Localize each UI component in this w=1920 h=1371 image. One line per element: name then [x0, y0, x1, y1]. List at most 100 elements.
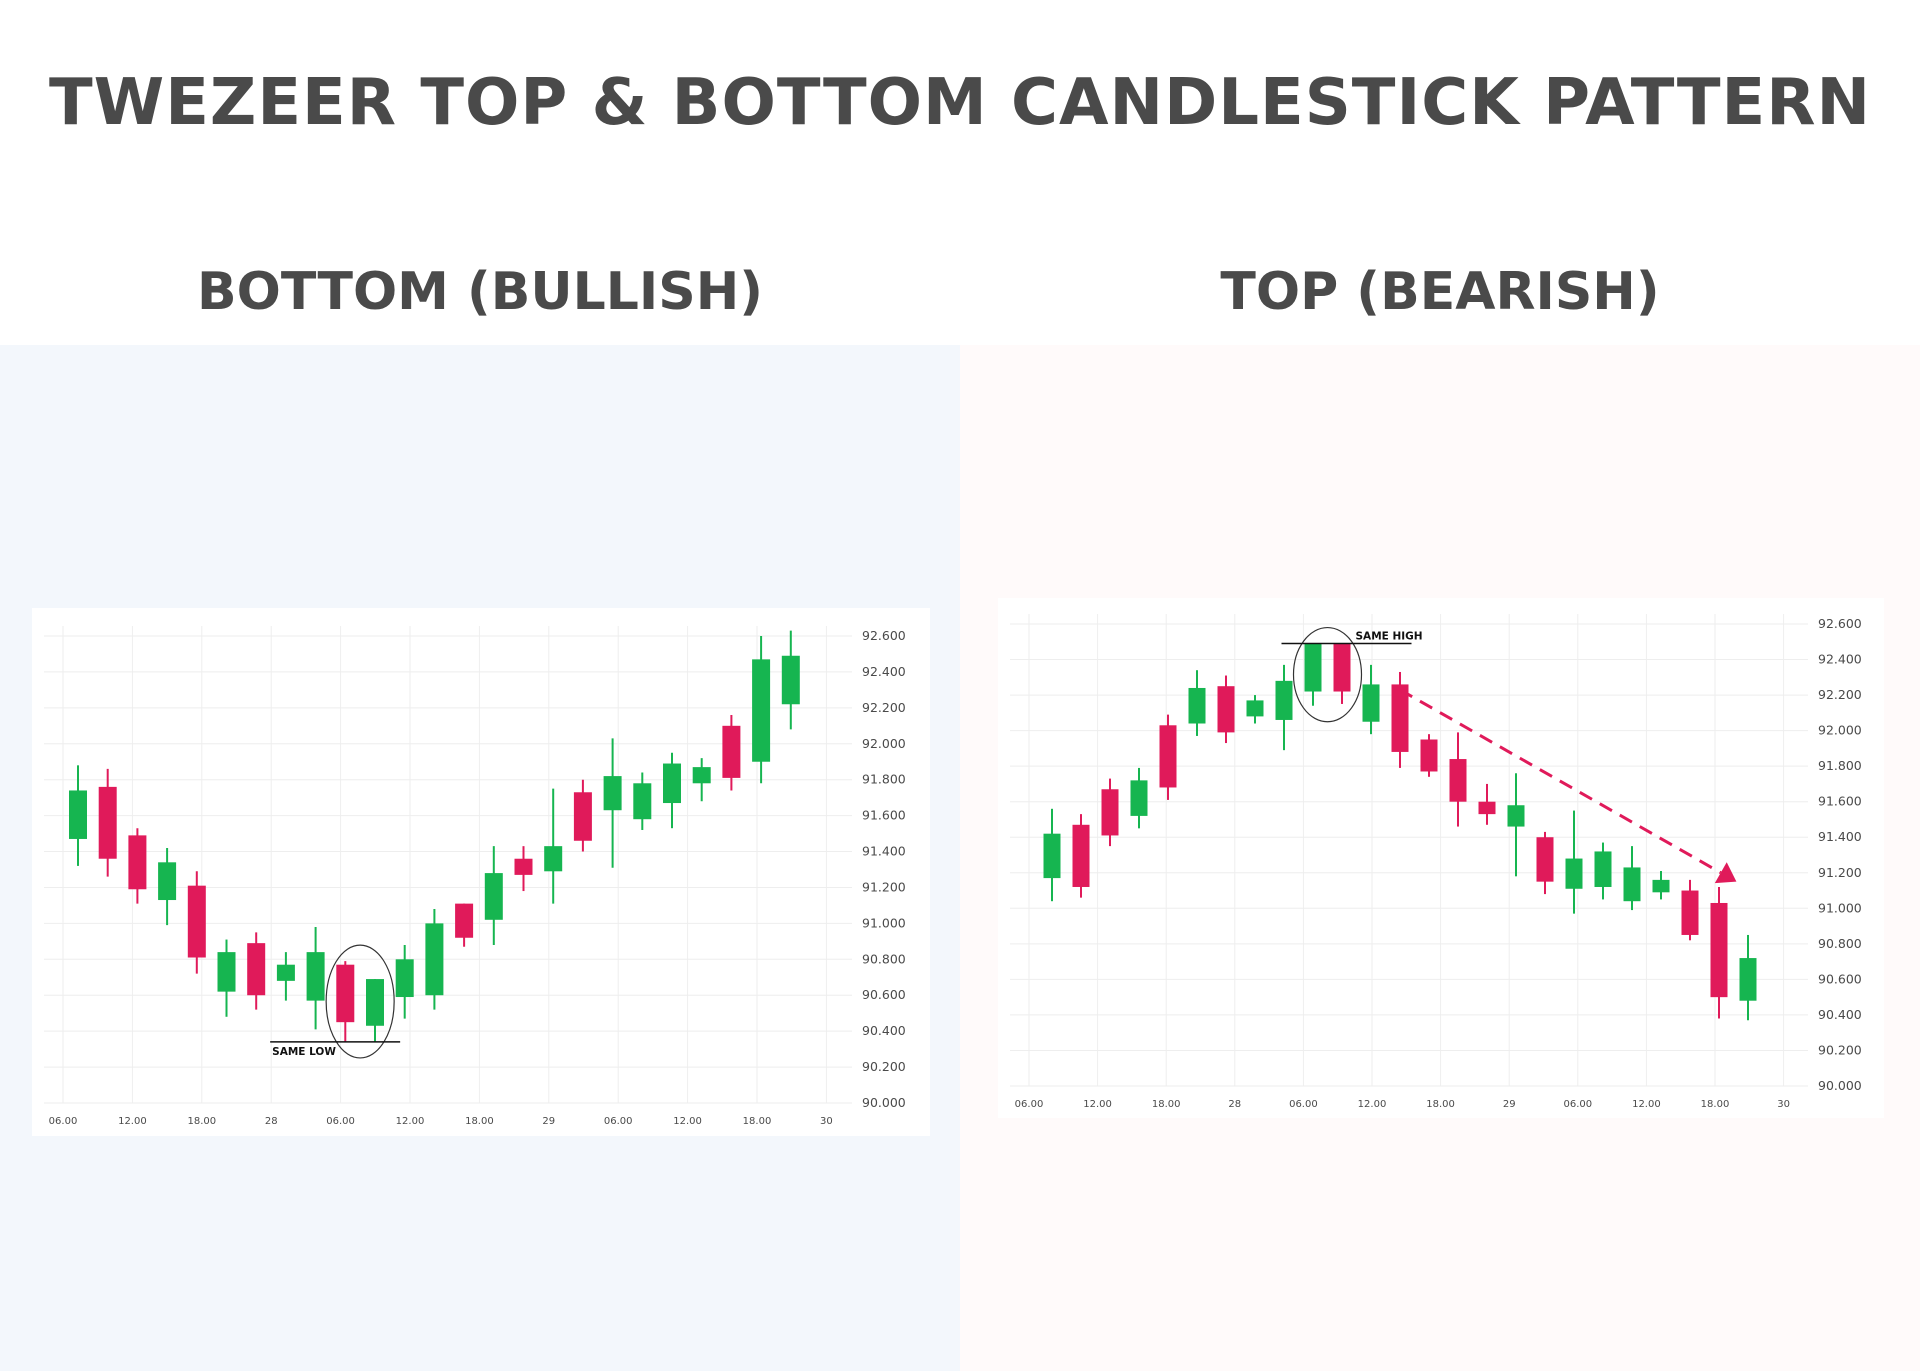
bullish-candle: [69, 790, 87, 839]
y-tick-label: 90.600: [1818, 971, 1862, 986]
y-tick-label: 91.800: [862, 772, 906, 787]
y-tick-label: 91.600: [1818, 794, 1862, 809]
bearish-candle: [247, 943, 266, 996]
bullish-candle: [781, 655, 800, 705]
y-tick-label: 92.000: [862, 736, 906, 751]
y-tick-label: 92.400: [862, 664, 906, 679]
bullish-candle: [603, 776, 622, 811]
x-tick-label: 06.00: [326, 1116, 355, 1127]
bullish-candle: [306, 952, 325, 1001]
y-tick-label: 90.000: [1818, 1078, 1862, 1093]
pattern-highlight-ellipse: [1292, 626, 1363, 723]
y-tick-label: 90.800: [862, 951, 906, 966]
x-tick-label: 28: [265, 1116, 278, 1127]
bullish-candle: [276, 964, 295, 981]
bearish-candle: [722, 725, 741, 778]
main-title: TWEZEER TOP & BOTTOM CANDLESTICK PATTERN: [48, 66, 1872, 140]
bullish-candle: [1188, 687, 1206, 724]
bullish-candle: [1275, 680, 1293, 720]
y-tick-label: 90.200: [862, 1059, 906, 1074]
y-tick-label: 91.800: [1818, 758, 1862, 773]
bearish-candle: [1420, 739, 1438, 772]
bearish-candle: [1333, 643, 1351, 692]
bullish-candle: [633, 783, 652, 820]
bullish-candle: [158, 862, 177, 901]
y-tick-label: 90.200: [1818, 1042, 1862, 1057]
y-tick-label: 91.000: [862, 915, 906, 930]
bearish-candle: [1478, 801, 1496, 815]
y-tick-label: 91.000: [1818, 900, 1862, 915]
y-tick-label: 92.600: [862, 628, 906, 643]
x-tick-label: 18.00: [1152, 1099, 1181, 1110]
bearish-subtitle: TOP (BEARISH): [1220, 262, 1660, 322]
y-tick-label: 91.200: [862, 879, 906, 894]
bearish-candle: [1536, 837, 1554, 882]
x-tick-label: 06.00: [604, 1116, 633, 1127]
x-tick-label: 12.00: [673, 1116, 702, 1127]
y-tick-label: 92.000: [1818, 723, 1862, 738]
y-tick-label: 90.400: [1818, 1007, 1862, 1022]
bearish-chart-card: 92.600 92.400 92.200 92.000 91.800 91.600 91.4…: [998, 598, 1884, 1118]
bullish-candle: [395, 959, 414, 998]
bearish-candle: [128, 835, 147, 890]
bullish-candle: [1130, 780, 1148, 816]
x-tick-label: 06.00: [1563, 1099, 1592, 1110]
bearish-chart: 92.600 92.400 92.200 92.000 91.800 91.600 91.4…: [1010, 614, 1862, 1110]
x-tick-label: 18.00: [1426, 1099, 1455, 1110]
x-tick-label: 29: [542, 1116, 555, 1127]
bullish-chart-card: 92.600 92.400 92.200 92.000 91.800 91.600 91.4…: [32, 608, 930, 1136]
y-tick-label: 91.200: [1818, 865, 1862, 880]
y-tick-label: 92.200: [862, 700, 906, 715]
trend-arrow-line: [1399, 688, 1722, 875]
bullish-candle: [1623, 867, 1641, 902]
x-tick-label: 12.00: [1358, 1099, 1387, 1110]
bearish-candle: [514, 858, 533, 875]
x-tick-label: 12.00: [118, 1116, 147, 1127]
y-tick-label: 90.000: [862, 1095, 906, 1110]
bullish-candle: [1362, 684, 1380, 722]
bullish-candle: [1594, 851, 1612, 887]
bullish-candle: [692, 767, 711, 784]
bearish-candle: [336, 964, 355, 1023]
y-tick-label: 90.600: [862, 987, 906, 1002]
x-tick-label: 28: [1228, 1099, 1241, 1110]
bullish-candle: [1739, 958, 1757, 1001]
bearish-candle: [1681, 890, 1699, 935]
x-tick-label: 18.00: [1701, 1099, 1730, 1110]
bearish-candle: [1072, 824, 1090, 887]
bullish-candle: [752, 659, 771, 762]
x-tick-label: 18.00: [465, 1116, 494, 1127]
y-tick-label: 92.400: [1818, 652, 1862, 667]
pattern-label: SAME LOW: [272, 1046, 336, 1058]
bullish-candle: [484, 873, 503, 920]
bullish-candle: [1043, 833, 1061, 879]
y-tick-label: 90.800: [1818, 936, 1862, 951]
bearish-candle: [573, 792, 592, 841]
bullish-candle: [1652, 879, 1670, 893]
x-tick-label: 12.00: [1083, 1099, 1112, 1110]
bullish-candle: [217, 952, 236, 992]
x-tick-label: 06.00: [1289, 1099, 1318, 1110]
x-tick-label: 30: [820, 1116, 833, 1127]
x-tick-label: 06.00: [49, 1116, 78, 1127]
bullish-candle: [663, 763, 681, 804]
bullish-candle: [1304, 643, 1322, 692]
y-tick-label: 92.200: [1818, 687, 1862, 702]
bearish-candle: [187, 885, 206, 958]
bearish-candle: [1391, 684, 1409, 752]
y-tick-label: 91.600: [862, 808, 906, 823]
bearish-candle: [98, 786, 117, 859]
x-tick-label: 29: [1503, 1099, 1516, 1110]
y-tick-label: 91.400: [1818, 829, 1862, 844]
x-tick-label: 18.00: [743, 1116, 772, 1127]
x-tick-label: 06.00: [1015, 1099, 1044, 1110]
bullish-candle: [425, 923, 444, 996]
bearish-candle: [455, 903, 474, 938]
x-tick-label: 18.00: [187, 1116, 216, 1127]
x-tick-label: 30: [1777, 1099, 1790, 1110]
bullish-candle: [1507, 805, 1525, 827]
bullish-subtitle: BOTTOM (BULLISH): [196, 262, 763, 322]
x-tick-label: 12.00: [396, 1116, 425, 1127]
bearish-candle: [1710, 902, 1728, 998]
bullish-chart: 92.600 92.400 92.200 92.000 91.800 91.600 91.4…: [44, 626, 906, 1127]
